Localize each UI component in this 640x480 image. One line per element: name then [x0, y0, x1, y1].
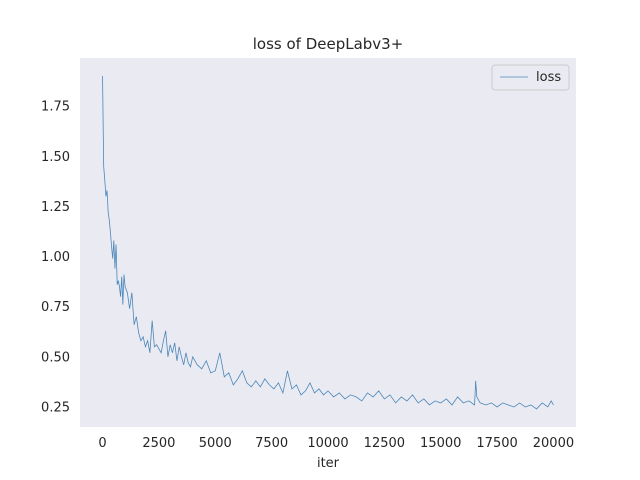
y-tick-label: 0.25 — [41, 400, 70, 415]
y-tick-label: 0.75 — [41, 300, 70, 315]
series-line-loss — [102, 76, 554, 410]
x-tick-label: 2500 — [142, 436, 175, 451]
x-tick-label: 17500 — [476, 436, 517, 451]
chart-title: loss of DeepLabv3+ — [253, 35, 404, 53]
x-tick-label: 0 — [98, 436, 106, 451]
y-tick-label: 1.00 — [41, 250, 70, 265]
x-tick-label: 10000 — [307, 436, 348, 451]
x-tick-label: 20000 — [533, 436, 574, 451]
y-axis: 0.25 0.50 0.75 1.00 1.25 1.50 1.75 — [41, 100, 70, 416]
x-tick-label: 15000 — [420, 436, 461, 451]
x-axis-label: iter — [317, 456, 340, 471]
legend-box — [491, 64, 570, 91]
y-tick-label: 1.50 — [41, 150, 70, 165]
x-tick-label: 7500 — [255, 436, 288, 451]
legend-label-loss: loss — [536, 70, 561, 85]
y-tick-label: 0.50 — [41, 350, 70, 365]
plot-area — [80, 58, 576, 427]
legend: loss — [491, 64, 570, 91]
x-tick-label: 12500 — [364, 436, 405, 451]
y-tick-label: 1.75 — [41, 100, 70, 115]
x-tick-label: 5000 — [199, 436, 232, 451]
y-tick-label: 1.25 — [41, 200, 70, 215]
x-axis: 0 2500 5000 7500 10000 12500 15000 17500 20000 — [98, 436, 574, 451]
